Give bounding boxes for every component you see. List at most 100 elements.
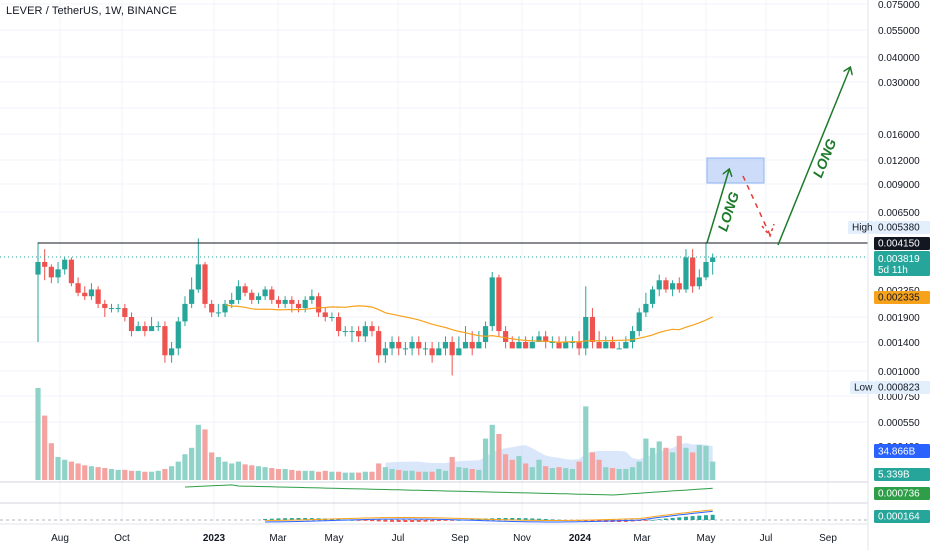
volume-bar — [209, 452, 215, 480]
low-value-label-text: 0.000823 — [878, 383, 920, 394]
candle-body — [148, 326, 155, 332]
candle — [342, 326, 348, 337]
candle — [382, 342, 388, 363]
volume-bar — [663, 447, 669, 480]
volume-bar — [148, 471, 155, 480]
price-tick-label: 0.001000 — [878, 367, 920, 378]
candle — [262, 286, 268, 300]
histogram-bar — [376, 520, 381, 522]
volume-bar — [482, 438, 489, 480]
volume-bar — [35, 388, 41, 480]
candle-body — [75, 283, 81, 293]
candle-body — [643, 303, 649, 313]
candle — [489, 271, 495, 332]
candle — [649, 286, 656, 309]
candle-body — [636, 312, 642, 332]
candle-body — [182, 303, 188, 322]
candle-body — [362, 326, 368, 337]
candle-body — [549, 342, 555, 343]
volume-bar — [596, 459, 602, 480]
volume-bar — [543, 466, 549, 480]
candle — [623, 336, 629, 349]
histogram-bar — [416, 520, 421, 522]
candle-body — [503, 331, 509, 342]
candle-body — [469, 342, 475, 349]
histogram-bar — [657, 519, 662, 521]
volume-bar — [489, 424, 495, 480]
candle — [175, 317, 181, 356]
candle-body — [389, 342, 395, 349]
volume-bar — [389, 468, 395, 480]
candle-body — [35, 261, 41, 275]
candle — [543, 331, 549, 349]
candle-body — [683, 257, 689, 290]
candle-body — [128, 317, 135, 332]
time-axis-label: Aug — [51, 533, 69, 544]
volume-bar — [583, 406, 589, 480]
histogram-bar — [430, 520, 435, 522]
candle-body — [496, 277, 502, 332]
candle — [48, 264, 54, 284]
histogram-bar — [470, 519, 475, 520]
price-tick-label: 0.040000 — [878, 53, 920, 64]
candle-body — [670, 283, 676, 290]
candle — [636, 308, 642, 337]
candle — [629, 326, 636, 349]
price-label-bg — [874, 468, 930, 481]
candle — [249, 289, 255, 304]
price-tick-label: 0.000750 — [878, 392, 920, 403]
histogram-bar — [276, 518, 281, 520]
volume-bar — [696, 445, 702, 480]
candle-body — [142, 326, 148, 332]
osc2-value-label-text: 0.000164 — [878, 512, 920, 523]
volume-bar — [356, 472, 362, 480]
last-price-value: 0.003819 — [878, 254, 920, 265]
candle — [409, 336, 415, 356]
candle — [255, 292, 262, 304]
candle-body — [462, 342, 469, 349]
volume-bar — [676, 435, 682, 480]
volume-bar — [115, 469, 121, 480]
candle-body — [556, 342, 562, 349]
candle — [449, 336, 455, 376]
candle-body — [68, 259, 74, 284]
candle — [436, 342, 442, 356]
histogram-bar — [670, 517, 675, 520]
candle — [62, 257, 68, 275]
candle — [235, 280, 241, 304]
volume-bar — [616, 468, 622, 480]
volume-bar — [175, 461, 181, 480]
candle — [329, 312, 335, 322]
candle-body — [329, 317, 335, 318]
histogram-bar — [436, 520, 441, 522]
candle — [115, 303, 121, 313]
osc2-value-label: 0.000164 — [874, 510, 930, 523]
volume-ma-label-text: 5.339B — [878, 470, 910, 481]
histogram-bar — [643, 520, 648, 521]
candle — [356, 326, 362, 342]
volume-bar — [396, 469, 402, 480]
candle — [683, 249, 689, 293]
candle-body — [649, 289, 656, 304]
price-label-bg — [874, 381, 930, 394]
volume-bar — [289, 469, 295, 480]
candle — [302, 296, 308, 313]
candle-body — [703, 261, 709, 278]
ma-value-label: 0.002335 — [874, 291, 930, 304]
high-value-label: 0.005380 — [874, 221, 930, 234]
candle — [576, 331, 582, 356]
candle-body — [603, 342, 609, 349]
candle — [603, 336, 609, 349]
histogram-bar — [650, 519, 655, 521]
candle-body — [536, 336, 542, 342]
candle — [696, 269, 702, 290]
histogram-bar — [396, 520, 401, 522]
volume-bar — [315, 471, 322, 480]
volume-bar — [409, 470, 415, 480]
candle-body — [295, 303, 302, 309]
grid-layer — [0, 0, 868, 522]
candle — [182, 296, 188, 327]
candle — [135, 321, 141, 332]
histogram-bar — [263, 519, 268, 520]
candle — [309, 289, 315, 304]
